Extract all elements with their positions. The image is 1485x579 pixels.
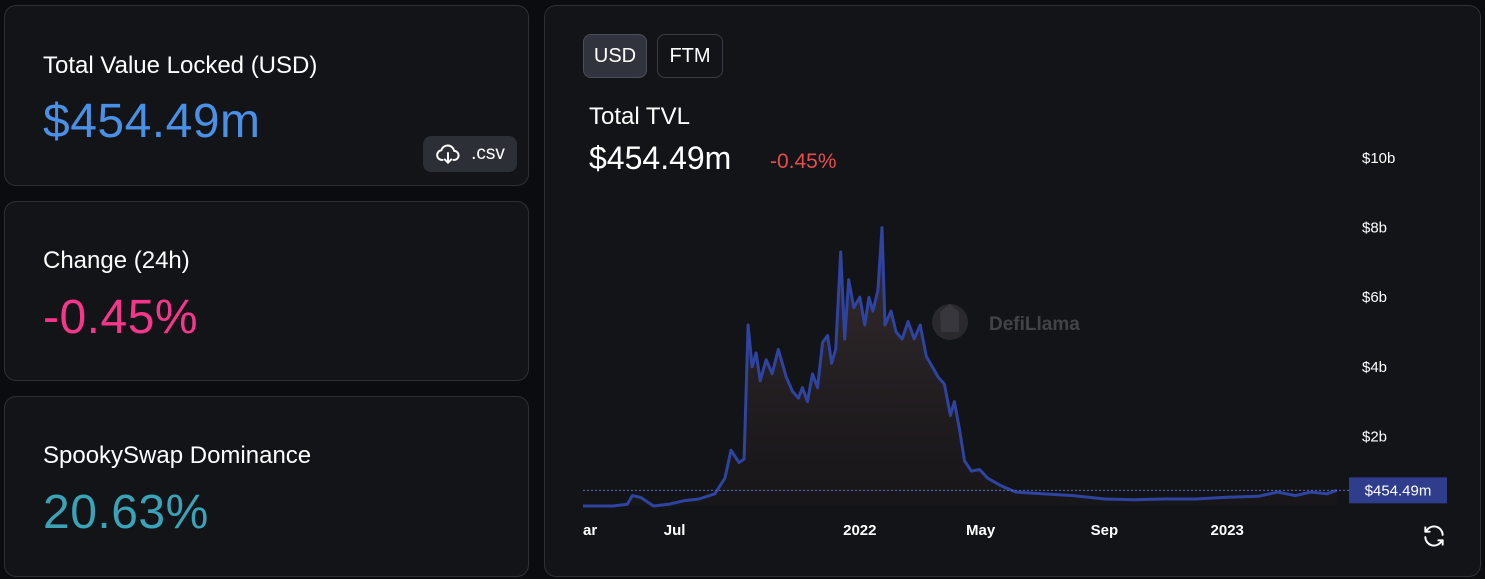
y-tick-label: $2b: [1362, 428, 1387, 445]
current-value-marker: [1349, 477, 1447, 504]
tvl-area-chart: $2b $4b $6b $8b $10b ar Jul 2022 May Sep 2023 Defi…: [583, 150, 1447, 539]
x-tick-label: 2023: [1211, 522, 1244, 539]
dominance-card: SpookySwap Dominance 20.63%: [4, 396, 529, 577]
y-tick-label: $10b: [1362, 150, 1395, 167]
tvl-chart-card: USD FTM Total TVL $454.49m -0.45% $2b $4b…: [544, 5, 1481, 577]
change-value: -0.45%: [43, 291, 199, 344]
x-tick-label: Sep: [1091, 522, 1119, 539]
x-tick-label: Jul: [664, 522, 686, 539]
current-value-marker-label: $454.49m: [1365, 482, 1432, 499]
chart-change: -0.45%: [770, 150, 837, 173]
x-tick-label: ar: [583, 522, 597, 539]
y-tick-label: $4b: [1362, 359, 1387, 376]
x-tick-label: May: [966, 522, 996, 539]
csv-button-label: .csv: [471, 143, 505, 164]
tvl-series-line: [583, 226, 1338, 508]
chart-title: Total TVL: [589, 103, 690, 130]
dominance-value: 20.63%: [43, 486, 209, 539]
x-tick-label: 2022: [843, 522, 876, 539]
defillama-watermark: DefiLlama: [932, 304, 1080, 340]
y-tick-label: $6b: [1362, 289, 1387, 306]
usd-denomination-button[interactable]: USD: [583, 34, 647, 78]
ftm-denomination-button[interactable]: FTM: [657, 34, 723, 78]
watermark-text: DefiLlama: [989, 314, 1080, 335]
refresh-icon[interactable]: [1421, 523, 1447, 549]
tvl-area-fill: [583, 227, 1337, 506]
change-label: Change (24h): [43, 247, 190, 274]
tvl-label: Total Value Locked (USD): [43, 52, 318, 79]
y-tick-label: $8b: [1362, 220, 1387, 237]
dominance-label: SpookySwap Dominance: [43, 442, 312, 469]
change-card: Change (24h) -0.45%: [4, 201, 529, 381]
csv-download-button[interactable]: .csv: [423, 136, 517, 172]
tvl-value: $454.49m: [43, 95, 261, 148]
cloud-download-icon: [436, 144, 460, 164]
tvl-card: Total Value Locked (USD) $454.49m .csv: [4, 5, 529, 186]
chart-value: $454.49m: [589, 140, 732, 176]
